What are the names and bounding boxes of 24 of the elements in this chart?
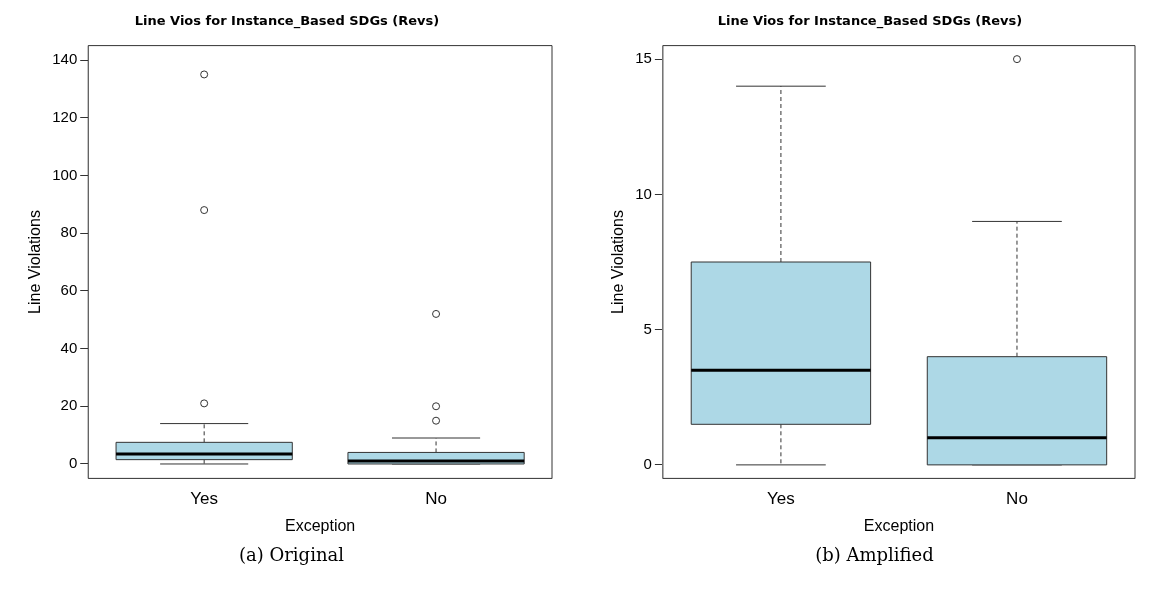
- y-tick-label: 5: [643, 319, 652, 337]
- x-tick-label: No: [1005, 489, 1028, 509]
- y-tick-label: 0: [643, 455, 652, 473]
- x-tick-label: No: [424, 489, 447, 509]
- y-tick-label: 10: [634, 184, 652, 202]
- y-tick-label: 20: [60, 396, 77, 414]
- y-tick-label: 80: [60, 223, 77, 241]
- chart-title: Line Vios for Instance_Based SDGs (Revs): [717, 13, 1022, 30]
- y-tick-label: 140: [51, 50, 77, 68]
- x-axis-title: Exception: [284, 516, 355, 534]
- y-tick-label: 100: [51, 165, 77, 183]
- y-tick-label: 120: [51, 107, 77, 125]
- y-tick-label: 60: [60, 280, 77, 298]
- x-tick-label: Yes: [189, 489, 218, 509]
- y-axis-title: Line Violations: [25, 210, 43, 314]
- chart-title: Line Vios for Instance_Based SDGs (Revs): [134, 13, 439, 30]
- x-tick-label: Yes: [766, 489, 795, 509]
- y-axis-title: Line Violations: [608, 210, 626, 314]
- text: (b) Amplified: [815, 544, 934, 565]
- x-axis-title: Exception: [863, 516, 934, 534]
- y-tick-label: 15: [634, 49, 652, 67]
- text: (a) Original: [239, 544, 344, 565]
- y-tick-label: 40: [60, 338, 77, 356]
- y-tick-label: 0: [68, 454, 77, 472]
